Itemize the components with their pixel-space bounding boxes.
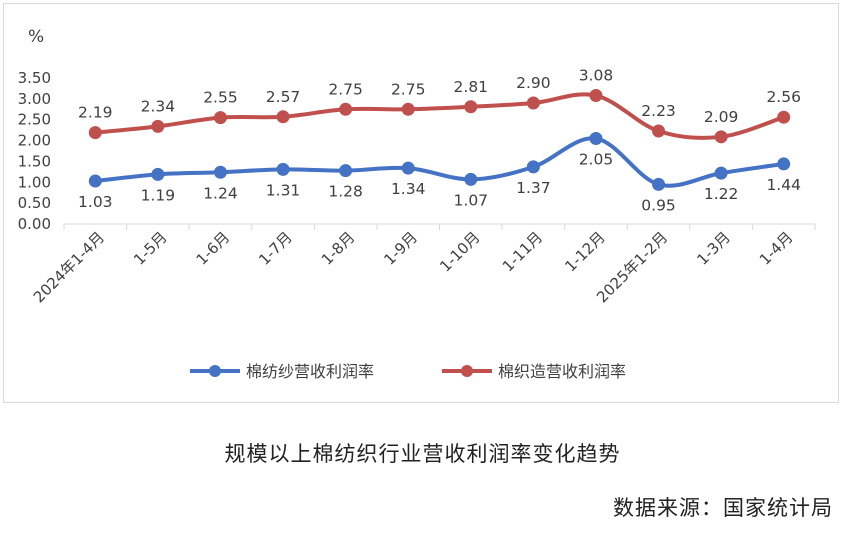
data-point: [401, 102, 415, 116]
data-point: [714, 166, 728, 180]
data-label: 1.19: [141, 186, 176, 204]
data-label: 1.28: [328, 183, 363, 201]
data-point: [276, 110, 290, 124]
legend-marker: [461, 365, 473, 377]
x-tick-label: 1-12月: [561, 228, 608, 275]
y-tick-label: 3.00: [18, 90, 51, 108]
data-point: [339, 164, 353, 178]
legend-item: 棉纺纱营收利润率: [190, 362, 374, 381]
x-tick-label: 1-9月: [380, 228, 421, 269]
figure-caption: 规模以上棉纺织行业营收利润率变化趋势: [224, 442, 621, 466]
data-label: 2.05: [579, 150, 614, 168]
series-layer: [88, 89, 791, 191]
chart-frame: [3, 3, 839, 403]
x-tick-label: 1-10月: [436, 228, 483, 275]
data-point: [589, 131, 603, 145]
x-tick-label: 1-3月: [693, 228, 734, 269]
data-label: 2.75: [328, 80, 363, 98]
data-point: [401, 161, 415, 175]
data-label: 3.08: [579, 67, 614, 85]
data-label: 2.23: [641, 102, 676, 120]
y-tick-label: 2.50: [18, 111, 51, 129]
data-point: [777, 157, 791, 171]
line-chart: % 0.00 0.50 1.00 1.50 2.00 2.50 3.00 3.50 2024年1…: [18, 27, 816, 381]
data-point: [339, 102, 353, 116]
data-label: 2.81: [454, 78, 489, 96]
data-label: 2.19: [78, 104, 113, 122]
data-label: 1.44: [766, 176, 801, 194]
y-unit-label: %: [28, 27, 44, 47]
data-label: 1.34: [391, 180, 426, 198]
x-tick-label: 1-11月: [499, 228, 546, 275]
data-point: [526, 160, 540, 174]
data-label: 2.75: [391, 80, 426, 98]
data-point: [151, 167, 165, 181]
data-point: [714, 130, 728, 144]
data-label: 2.90: [516, 74, 551, 92]
data-point: [213, 165, 227, 179]
data-point: [151, 119, 165, 133]
legend: 棉纺纱营收利润率 棉织造营收利润率: [190, 362, 626, 381]
data-label: 0.95: [641, 196, 676, 214]
legend-label: 棉织造营收利润率: [498, 362, 626, 381]
x-tick-label: 1-7月: [255, 228, 296, 269]
data-point: [464, 100, 478, 114]
data-label: 2.56: [766, 88, 801, 106]
x-tick-label: 1-6月: [193, 228, 234, 269]
x-tick-label: 1-4月: [756, 228, 797, 269]
data-point: [652, 124, 666, 138]
series-1: [88, 131, 791, 191]
data-label: 2.57: [266, 88, 301, 106]
data-label: 1.24: [203, 184, 238, 202]
data-label: 1.07: [454, 191, 489, 209]
y-tick-label: 1.00: [18, 173, 51, 191]
source-note: 数据来源：国家统计局: [613, 496, 833, 520]
data-point: [213, 111, 227, 125]
x-tick-label: 1-8月: [318, 228, 359, 269]
x-tick-label: 2024年1-4月: [30, 228, 108, 306]
data-label: 2.34: [141, 97, 176, 115]
data-label: 1.22: [704, 185, 739, 203]
data-point: [777, 110, 791, 124]
legend-marker: [209, 365, 221, 377]
data-point: [88, 126, 102, 140]
data-label: 1.03: [78, 193, 113, 211]
data-label: 1.31: [266, 181, 301, 199]
y-tick-label: 3.50: [18, 69, 51, 87]
y-tick-label: 2.00: [18, 132, 51, 150]
data-point: [464, 172, 478, 186]
series-2: [88, 89, 791, 144]
data-point: [652, 177, 666, 191]
y-tick-label: 0.50: [18, 194, 51, 212]
series-line: [95, 92, 785, 140]
data-point: [276, 162, 290, 176]
legend-item: 棉织造营收利润率: [442, 362, 626, 381]
legend-label: 棉纺纱营收利润率: [246, 362, 374, 381]
x-tick-label: 1-5月: [130, 228, 171, 269]
data-point: [589, 89, 603, 103]
y-tick-label: 1.50: [18, 152, 51, 170]
y-tick-label: 0.00: [18, 215, 51, 233]
data-label: 1.37: [516, 179, 551, 197]
data-point: [88, 174, 102, 188]
data-point: [526, 96, 540, 110]
data-labels: 1.03 1.19 1.24 1.31 1.28 1.34 1.07 1.37 2.05 0.95…: [78, 67, 801, 215]
data-label: 2.55: [203, 89, 238, 107]
series-line: [95, 136, 784, 188]
data-label: 2.09: [704, 108, 739, 126]
